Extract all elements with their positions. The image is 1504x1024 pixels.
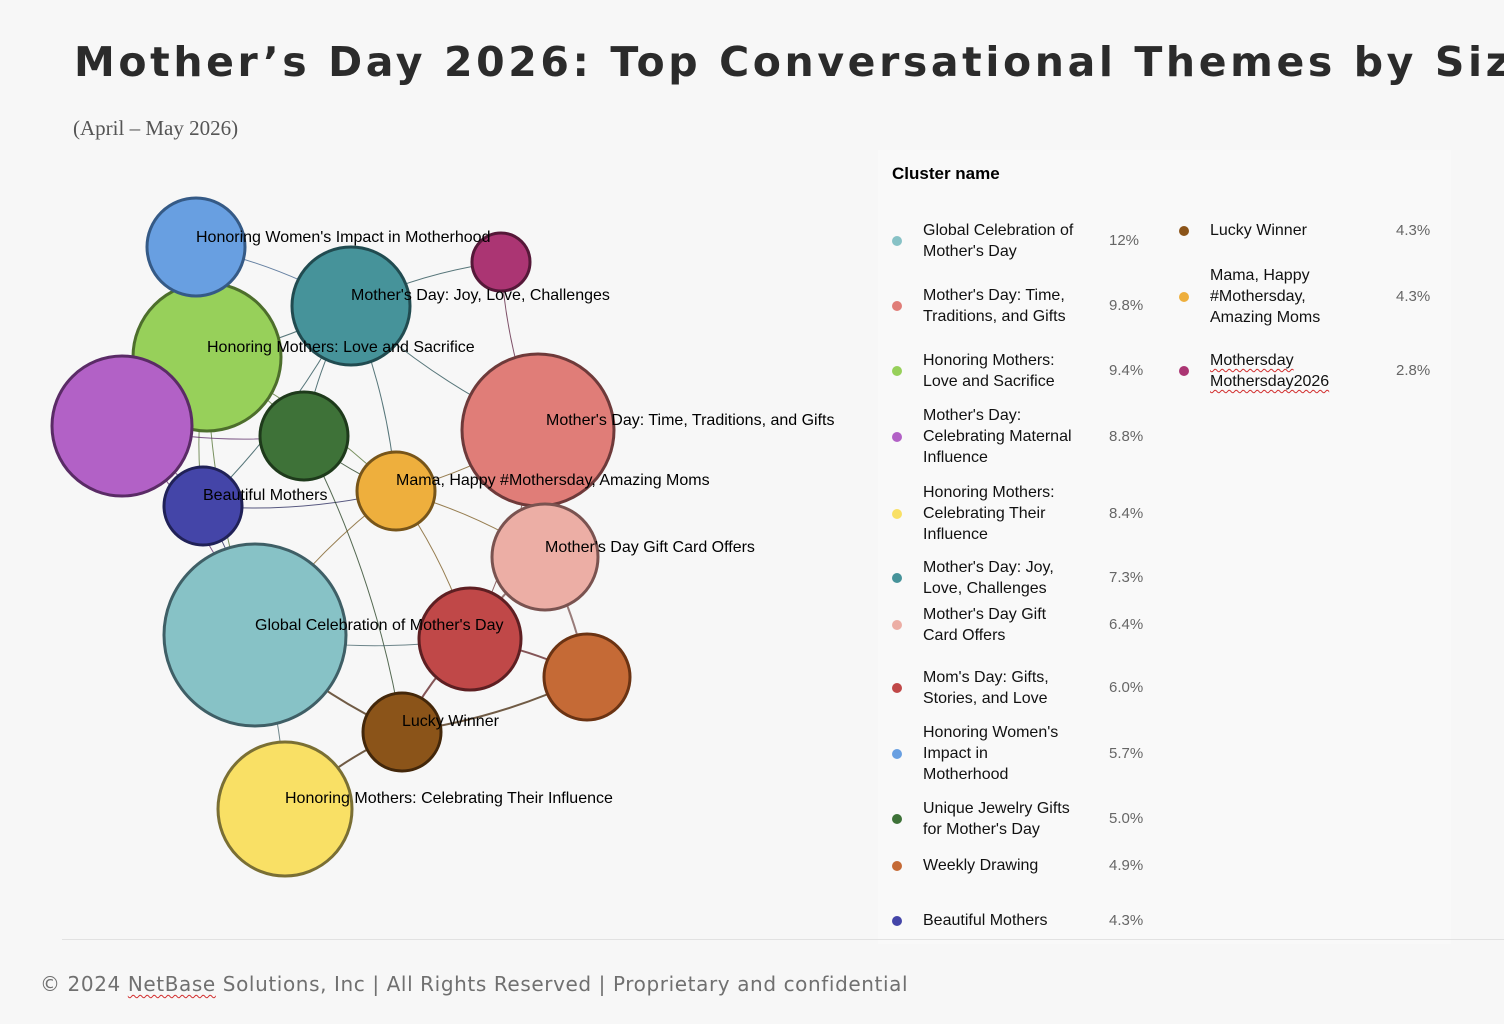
legend-swatch (1179, 366, 1189, 376)
legend-swatch (892, 748, 902, 759)
legend-share-value: 9.4% (1109, 362, 1144, 379)
legend-item: Unique Jewelry Gifts for Mother's Day (892, 798, 1070, 840)
node-label-lucky: Lucky Winner (402, 713, 500, 730)
node-label-women: Honoring Women's Impact in Motherhood (196, 229, 490, 246)
node-label-giftcard: Mother's Day Gift Card Offers (545, 539, 755, 556)
node-influence[interactable] (216, 740, 354, 878)
legend-item: Mothersday Mothersday2026 (1179, 350, 1329, 392)
legend-label: Lucky Winner (1210, 222, 1307, 239)
legend-label: Mom's Day: Gifts, Stories, and Love (923, 669, 1049, 707)
legend-label: Mother's Day: Time, Traditions, and Gifts (923, 287, 1066, 325)
footer-brand: NetBase (127, 972, 216, 996)
node-beautiful[interactable] (162, 465, 244, 547)
legend-item: Lucky Winner (1179, 220, 1307, 241)
footer-suffix: Solutions, Inc | All Rights Reserved | P… (215, 972, 909, 996)
node-women[interactable] (145, 196, 247, 298)
cluster-legend: Cluster name Global Celebration of Mother… (878, 150, 1451, 944)
legend-item: Honoring Mothers: Love and Sacrifice (892, 350, 1055, 392)
legend-item: Honoring Women's Impact in Motherhood (892, 722, 1058, 785)
node-mama[interactable] (355, 450, 437, 532)
node-global[interactable] (162, 542, 348, 728)
legend-item: Beautiful Mothers (892, 910, 1048, 931)
node-lucky[interactable] (361, 691, 443, 773)
legend-share-value: 8.4% (1109, 504, 1144, 522)
page-title: Mother’s Day 2026: Top Conversational Th… (74, 38, 1504, 86)
legend-item: Honoring Mothers: Celebrating Their Influe… (892, 482, 1055, 545)
legend-share-value: 6.4% (1109, 616, 1144, 633)
page-subtitle: (April – May 2026) (73, 116, 239, 140)
legend-item: Mom's Day: Gifts, Stories, and Love (892, 667, 1049, 709)
node-label-joy: Mother's Day: Joy, Love, Challenges (351, 287, 610, 304)
node-label-love: Honoring Mothers: Love and Sacrifice (207, 339, 475, 356)
legend-item: Mama, Happy #Mothersday, Amazing Moms (1179, 265, 1320, 328)
legend-label: Honoring Mothers: Love and Sacrifice (923, 352, 1055, 390)
legend-label: Mama, Happy #Mothersday, Amazing Moms (1210, 267, 1321, 326)
legend-item: Weekly Drawing (892, 855, 1038, 876)
legend-share-value: 5.0% (1109, 810, 1144, 827)
legend-swatch (892, 236, 902, 246)
node-label-influence: Honoring Mothers: Celebrating Their Infl… (285, 790, 613, 807)
legend-swatch (892, 431, 902, 442)
legend-swatch (892, 366, 902, 376)
footer-divider (62, 939, 1504, 940)
legend-share-value: 6.0% (1109, 679, 1144, 696)
legend-share-value: 4.3% (1109, 911, 1144, 929)
legend-label: Mother's Day Gift Card Offers (923, 606, 1047, 644)
legend-label: Mothersday Mothersday2026 (1210, 352, 1330, 390)
theme-network-chart: Global Celebration of Mother's Day Mother… (50, 196, 835, 878)
legend-label: Beautiful Mothers (923, 912, 1048, 929)
legend-label: Mother's Day: Celebrating Maternal Influen… (923, 407, 1072, 466)
legend-label: Mother's Day: Joy, Love, Challenges (923, 559, 1054, 597)
node-joy[interactable] (290, 245, 412, 367)
node-label-beautiful: Beautiful Mothers (203, 487, 328, 504)
legend-label: Global Celebration of Mother's Day (923, 222, 1074, 260)
legend-share-value: 8.8% (1109, 427, 1144, 445)
node-weekly[interactable] (542, 632, 632, 722)
node-label-mama: Mama, Happy #Mothersday, Amazing Moms (396, 472, 710, 489)
node-stories[interactable] (417, 586, 523, 692)
legend-swatch (892, 915, 902, 926)
legend-share-value: 4.3% (1396, 287, 1431, 305)
legend-swatch (892, 814, 902, 824)
legend-label: Honoring Women's Impact in Motherhood (923, 724, 1059, 783)
footer-prefix: © 2024 (40, 972, 128, 996)
legend-share-value: 4.9% (1109, 856, 1144, 874)
legend-item: Global Celebration of Mother's Day (892, 220, 1073, 262)
node-label-global: Global Celebration of Mother's Day (255, 617, 504, 634)
legend-share-value: 12% (1109, 232, 1140, 249)
node-label-time: Mother's Day: Time, Traditions, and Gift… (546, 412, 835, 429)
node-maternal[interactable] (50, 354, 194, 498)
legend-swatch (892, 683, 902, 693)
legend-share-value: 7.3% (1109, 569, 1144, 586)
footer-copyright: © 2024 NetBase Solutions, Inc | All Righ… (40, 972, 908, 996)
legend-swatch (892, 620, 902, 630)
node-hashtag[interactable] (470, 231, 532, 293)
network-nodes (50, 196, 632, 878)
legend-share-value: 2.8% (1396, 362, 1431, 379)
legend-swatch (892, 508, 902, 519)
legend-item: Mother's Day Gift Card Offers (892, 604, 1046, 646)
legend-item: Mother's Day: Celebrating Maternal Influen… (892, 405, 1072, 468)
node-giftcard[interactable] (490, 502, 600, 612)
legend-swatch (892, 860, 902, 871)
legend-swatch (1179, 225, 1189, 236)
network-labels: Global Celebration of Mother's Day Mother… (196, 229, 835, 807)
legend-share-value: 4.3% (1396, 221, 1431, 239)
legend-label: Unique Jewelry Gifts for Mother's Day (923, 800, 1070, 838)
legend-swatch (892, 573, 902, 583)
legend-item: Mother's Day: Joy, Love, Challenges (892, 557, 1054, 599)
legend-label: Weekly Drawing (923, 857, 1039, 874)
legend-share-value: 5.7% (1109, 744, 1144, 762)
node-jewelry[interactable] (258, 390, 350, 482)
legend-label: Honoring Mothers: Celebrating Their Influe… (923, 484, 1055, 543)
legend-share-value: 9.8% (1109, 297, 1144, 314)
legend-swatch (892, 301, 902, 311)
legend-item: Mother's Day: Time, Traditions, and Gifts (892, 285, 1066, 327)
legend-title: Cluster name (892, 164, 1000, 183)
legend-swatch (1179, 291, 1189, 302)
